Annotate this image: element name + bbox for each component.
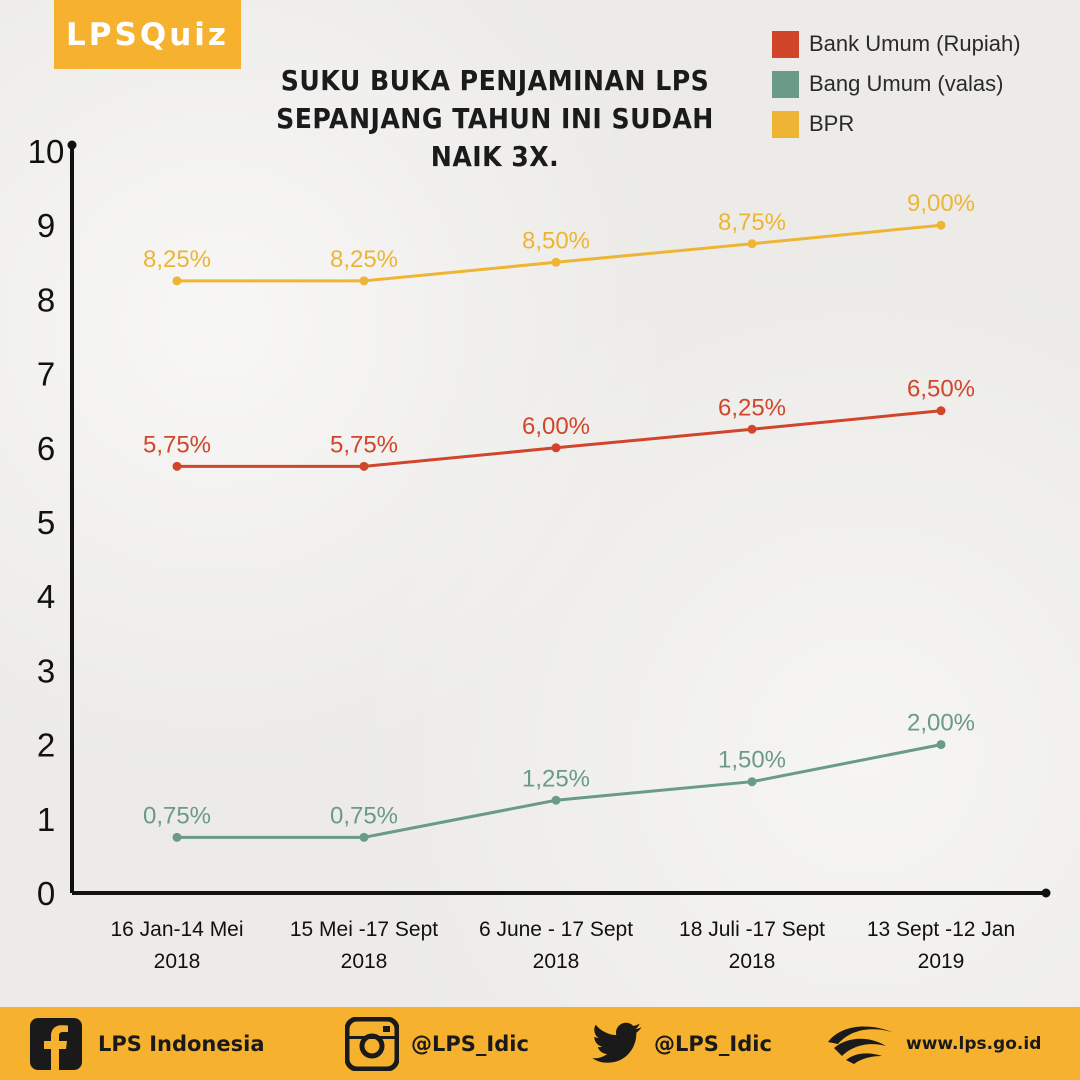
data-point-bank-umum-rupiah [359,461,369,471]
data-point-bank-umum-rupiah [747,424,757,434]
data-label-bang-umum-valas: 0,75% [143,802,211,829]
x-axis-end-dot [1041,888,1051,898]
y-tick-label: 0 [37,875,55,912]
data-label-bank-umum-rupiah: 6,25% [718,394,786,421]
x-tick-label: 15 Mei -17 Sept [290,918,438,941]
y-tick-label: 7 [37,356,55,393]
lpsquiz-badge: LPSQuiz [54,0,241,69]
x-tick-label: 16 Jan-14 Mei [110,918,243,941]
y-tick-label: 4 [37,578,55,615]
data-label-bang-umum-valas: 1,50% [718,747,786,774]
legend-item-valas: Bang Umum (valas) [772,64,1021,104]
footer-twitter-label: @LPS_Idic [654,1031,772,1056]
legend-item-bpr: BPR [772,104,1021,144]
legend-item-bank-umum: Bank Umum (Rupiah) [772,24,1021,64]
instagram-icon [345,1016,399,1071]
footer-twitter[interactable]: @LPS_Idic [592,1007,772,1080]
twitter-icon [592,1022,642,1063]
data-point-bang-umum-valas [936,740,946,750]
facebook-icon [30,1017,82,1070]
data-point-bank-umum-rupiah [936,406,946,416]
data-label-bank-umum-rupiah: 5,75% [330,431,398,458]
data-point-bang-umum-valas [172,832,182,842]
x-tick-label: 2018 [341,950,388,973]
data-point-bank-umum-rupiah [172,461,182,471]
chart-title-line-2: SEPANJANG TAHUN INI SUDAH NAIK 3X. [276,102,714,173]
data-label-bpr: 8,75% [718,209,786,236]
line-chart: 0 1 2 3 4 5 6 7 8 9 10 16 Jan-14 Mei 2018 15 Mei -17 … [28,133,1051,973]
y-axis-end-dot [67,140,77,150]
x-tick-label: 2018 [533,950,580,973]
data-label-bang-umum-valas: 1,25% [522,765,590,792]
chart-title-line-1: SUKU BUKA PENJAMINAN LPS [280,64,710,97]
legend-label-valas: Bang Umum (valas) [809,71,1004,96]
x-tick-label: 2019 [918,950,965,973]
footer-facebook[interactable]: LPS Indonesia [28,1007,265,1080]
data-point-bank-umum-rupiah [551,443,561,453]
x-tick-label: 13 Sept -12 Jan [867,918,1015,941]
data-label-bang-umum-valas: 2,00% [907,710,975,737]
data-point-bpr [936,220,946,230]
footer-bar: LPS Indonesia @LPS_Idic @LPS_Idic www.lp… [0,1007,1080,1080]
y-tick-label: 1 [37,801,55,838]
y-tick-label: 2 [37,727,55,764]
x-tick-label: 2018 [729,950,776,973]
footer-instagram-label: @LPS_Idic [411,1031,529,1056]
data-point-bpr [172,276,182,286]
data-point-bpr [551,257,561,267]
data-point-bang-umum-valas [359,832,369,842]
lps-logo-icon [828,1026,892,1064]
data-label-bpr: 9,00% [907,190,975,217]
data-point-bang-umum-valas [747,777,757,787]
chart-title: SUKU BUKA PENJAMINAN LPS SEPANJANG TAHUN… [257,62,734,176]
y-tick-label: 8 [37,281,55,318]
footer-instagram[interactable]: @LPS_Idic [345,1007,529,1080]
x-tick-label: 18 Juli -17 Sept [679,918,825,941]
legend-label-bpr: BPR [809,111,855,136]
data-label-bank-umum-rupiah: 5,75% [143,431,211,458]
legend-label-bank-umum: Bank Umum (Rupiah) [809,31,1021,56]
data-label-bang-umum-valas: 0,75% [330,802,398,829]
legend-swatch-bpr [772,110,799,138]
footer-facebook-label: LPS Indonesia [98,1031,265,1056]
x-tick-label: 6 June - 17 Sept [479,918,633,941]
data-label-bank-umum-rupiah: 6,00% [522,413,590,440]
chart-legend: Bank Umum (Rupiah) Bang Umum (valas) BPR [772,24,1021,144]
data-label-bpr: 8,25% [143,246,211,273]
legend-swatch-bank-umum [772,30,799,58]
data-point-bpr [359,276,369,286]
footer-website-label: www.lps.go.id [906,1033,1042,1054]
legend-swatch-valas [772,70,799,98]
x-tick-label: 2018 [154,950,201,973]
footer-website[interactable]: www.lps.go.id [826,1007,1041,1080]
y-tick-label: 6 [37,430,55,467]
y-tick-label: 9 [37,207,55,244]
data-label-bpr: 8,50% [522,227,590,254]
y-tick-label: 5 [37,504,55,541]
y-tick-label: 10 [28,133,65,170]
data-label-bank-umum-rupiah: 6,50% [907,376,975,403]
data-point-bang-umum-valas [551,795,561,805]
y-tick-label: 3 [37,652,55,689]
data-point-bpr [747,239,757,249]
data-label-bpr: 8,25% [330,246,398,273]
